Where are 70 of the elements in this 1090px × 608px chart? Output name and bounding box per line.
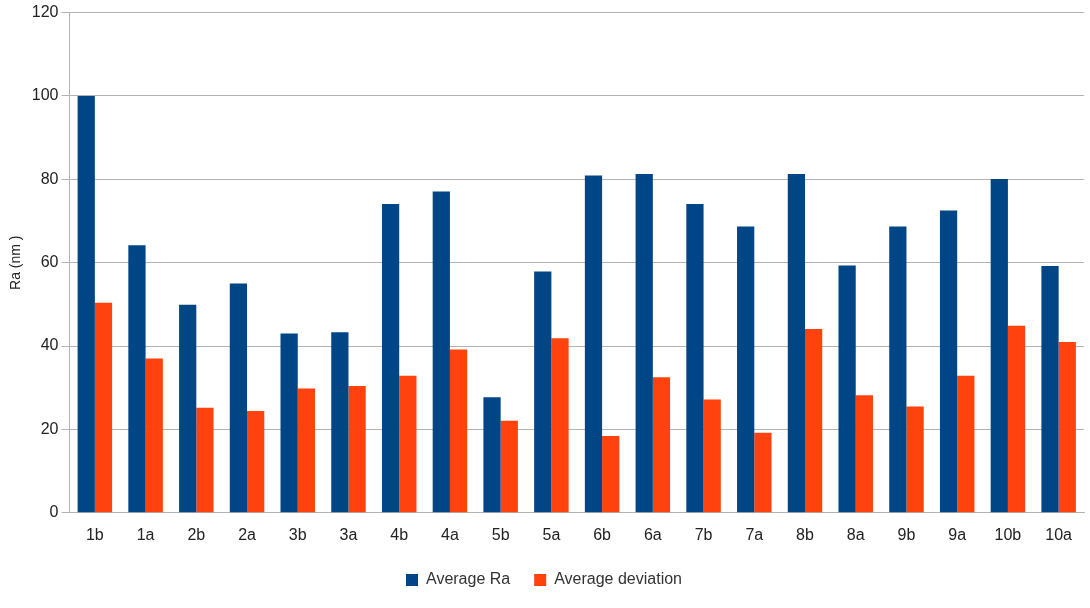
- bar: [635, 173, 653, 513]
- bar: [348, 386, 366, 513]
- bar: [805, 328, 823, 513]
- x-tick-label: 5b: [491, 525, 510, 543]
- bar: [855, 395, 873, 513]
- bar: [889, 226, 907, 513]
- bar: [280, 333, 298, 513]
- x-tick-label: 10b: [994, 525, 1022, 543]
- bar: [1058, 341, 1076, 513]
- bar: [686, 203, 704, 513]
- bar: [602, 436, 620, 513]
- y-tick-label: 120: [31, 3, 59, 21]
- x-tick-label: 4a: [441, 525, 459, 543]
- y-tick-label: 80: [40, 169, 59, 187]
- bar: [1007, 325, 1026, 513]
- y-tick-label: 60: [40, 253, 59, 271]
- legend-label: Average deviation: [554, 570, 682, 588]
- bar: [534, 271, 552, 513]
- bar: [483, 397, 501, 513]
- bar: [551, 338, 569, 513]
- x-tick-label: 8a: [846, 525, 865, 543]
- x-tick-label: 4b: [390, 525, 409, 543]
- x-tick-label: 7a: [745, 525, 764, 543]
- bar: [838, 265, 856, 513]
- bar: [128, 245, 146, 513]
- bar: [652, 377, 671, 513]
- x-tick-label: 3b: [288, 525, 307, 543]
- x-tick-label: 9b: [897, 525, 916, 543]
- bar: [906, 406, 924, 513]
- bar: [500, 420, 518, 513]
- legend-label: Average Ra: [426, 570, 511, 588]
- x-tick-label: 8b: [796, 525, 815, 543]
- bar: [432, 191, 450, 513]
- x-tick-label: 1a: [136, 525, 155, 543]
- y-tick-label: 0: [49, 503, 59, 521]
- y-axis-title: Ra (nm ): [7, 235, 24, 290]
- bar: [77, 95, 95, 513]
- x-tick-label: 5a: [542, 525, 561, 543]
- bar: [297, 388, 316, 513]
- x-tick-label: 7b: [694, 525, 713, 543]
- bar: [584, 175, 603, 513]
- x-tick-label: 1b: [85, 525, 104, 543]
- bar: [939, 210, 958, 513]
- bar: [1041, 266, 1059, 513]
- x-tick-label: 6a: [643, 525, 662, 543]
- x-tick-label: 2b: [187, 525, 206, 543]
- bar: [737, 226, 755, 513]
- y-tick-label: 40: [40, 336, 59, 354]
- bar: [247, 411, 265, 513]
- x-tick-label: 9a: [948, 525, 967, 543]
- bar: [754, 432, 772, 513]
- bar: [145, 358, 163, 513]
- bar: [399, 375, 417, 513]
- bar: [703, 399, 721, 513]
- bar: [94, 302, 113, 513]
- bar: [331, 332, 349, 513]
- bar: [990, 178, 1008, 513]
- bar: [787, 173, 806, 513]
- y-tick-label: 100: [31, 86, 59, 104]
- bar: [449, 349, 468, 513]
- bar: [196, 407, 214, 513]
- x-tick-label: 6b: [593, 525, 612, 543]
- bar: [957, 375, 975, 513]
- x-tick-label: 2a: [238, 525, 257, 543]
- y-tick-label: 20: [40, 419, 59, 437]
- bar: [381, 203, 400, 513]
- x-tick-label: 10a: [1045, 525, 1073, 543]
- bar: [179, 304, 197, 513]
- x-tick-label: 3a: [339, 525, 358, 543]
- bar: [229, 283, 248, 513]
